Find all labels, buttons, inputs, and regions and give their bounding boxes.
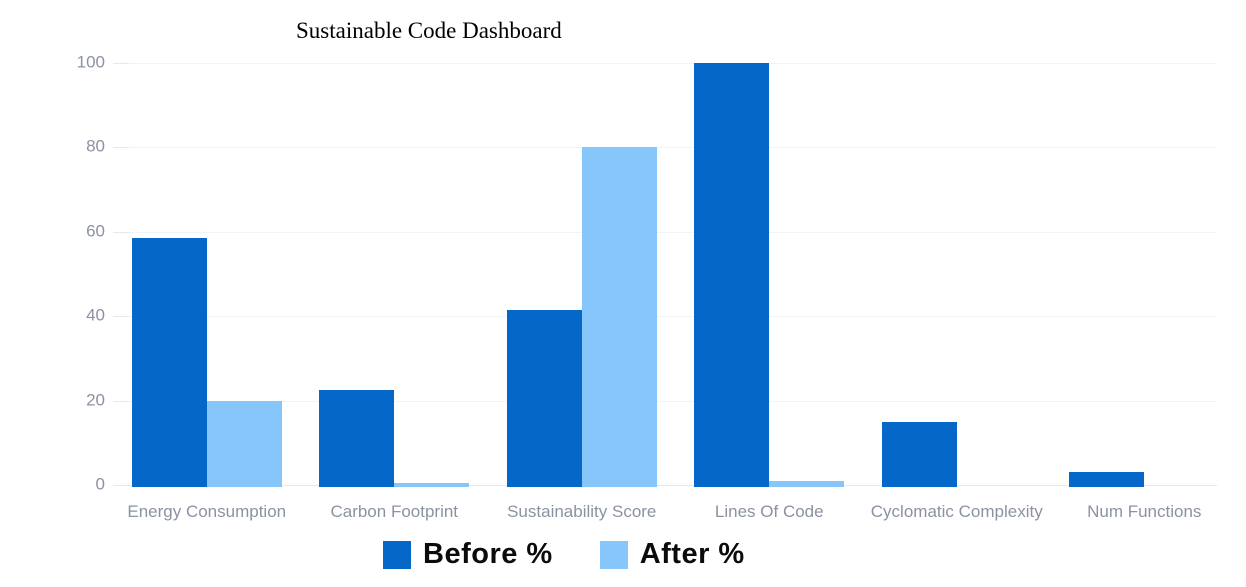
gridline (113, 400, 1217, 402)
legend-swatch-icon (599, 540, 628, 569)
gridline (113, 63, 1217, 64)
y-axis-tick (113, 316, 129, 318)
y-axis-tick-label: 0 (95, 474, 105, 494)
gridline (113, 231, 1217, 233)
bar-before-energy-consumption[interactable] (131, 238, 207, 487)
bar-before-carbon-footprint[interactable] (319, 390, 395, 487)
y-axis-tick-label: 20 (86, 390, 105, 410)
bar-before-cyclomatic-complexity[interactable] (881, 422, 957, 487)
y-axis-tick (113, 485, 129, 486)
legend: Before % After % (383, 538, 745, 571)
y-axis-tick-label: 60 (86, 221, 105, 241)
y-axis-tick-label: 40 (86, 305, 105, 325)
legend-item-before[interactable]: Before % (383, 538, 553, 571)
bar-after-lines-of-code[interactable] (769, 481, 845, 487)
x-axis-label: Num Functions (1087, 502, 1202, 521)
gridline (113, 147, 1217, 149)
x-axis-line (113, 485, 1217, 486)
legend-item-after[interactable]: After % (599, 538, 745, 571)
bar-before-lines-of-code[interactable] (694, 63, 770, 487)
x-axis-label: Lines Of Code (714, 502, 824, 521)
legend-label: Before % (423, 538, 553, 570)
bar-after-carbon-footprint[interactable] (394, 483, 470, 487)
bar-after-energy-consumption[interactable] (206, 401, 282, 487)
legend-swatch-icon (383, 540, 411, 569)
gridline (113, 316, 1217, 318)
x-axis-label: Cyclomatic Complexity (870, 502, 1043, 521)
y-axis-tick-label: 100 (76, 52, 105, 72)
bar-before-sustainability-score[interactable] (506, 310, 582, 487)
y-axis-tick (113, 400, 129, 402)
y-axis-tick (113, 147, 129, 149)
y-axis-tick-label: 80 (86, 136, 105, 156)
x-axis-label: Energy Consumption (127, 502, 287, 521)
y-axis-tick (113, 231, 129, 233)
chart-title: Sustainable Code Dashboard (296, 18, 562, 43)
bar-after-sustainability-score[interactable] (581, 147, 657, 487)
y-axis-tick (113, 63, 129, 64)
x-axis-label: Carbon Footprint (330, 502, 459, 521)
bar-before-num-functions[interactable] (1069, 472, 1145, 487)
legend-label: After % (639, 538, 745, 570)
x-axis-label: Sustainability Score (507, 502, 657, 521)
